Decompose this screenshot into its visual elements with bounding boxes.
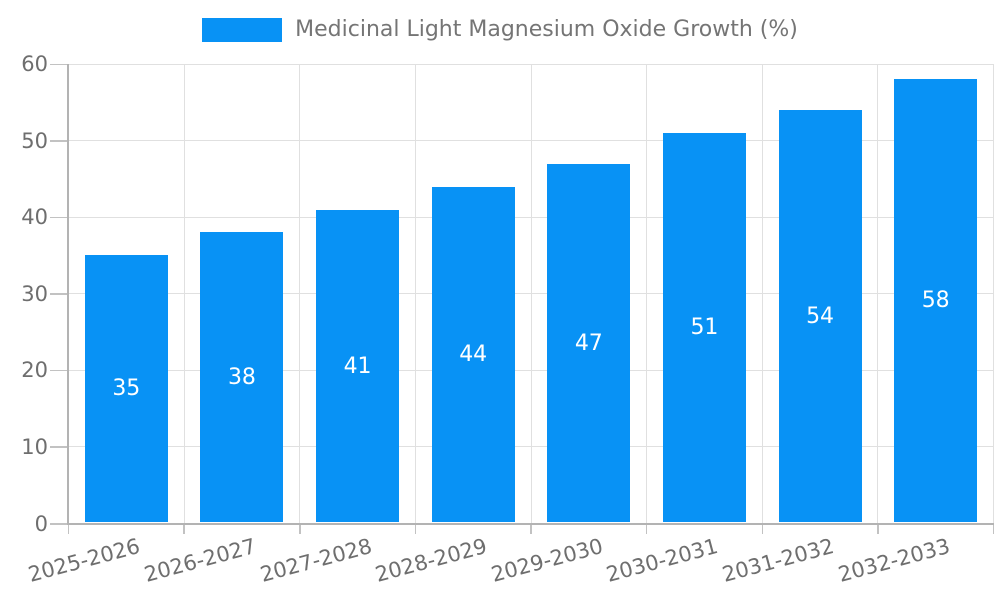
bar-value-label: 38 <box>227 364 256 390</box>
x-axis-tick <box>992 523 995 534</box>
x-axis-tick <box>877 523 879 534</box>
x-axis-tick <box>530 523 532 534</box>
x-axis-tick <box>67 523 70 534</box>
bar-2031-2032[interactable] <box>778 109 862 523</box>
bar-value-label: 44 <box>459 342 488 368</box>
gridline-vertical <box>877 64 879 524</box>
y-axis-tick <box>50 446 69 448</box>
bar-2026-2027[interactable] <box>200 232 284 523</box>
bar-2032-2033[interactable] <box>894 79 978 523</box>
gridline-vertical <box>646 64 648 524</box>
x-axis-tick <box>645 523 648 534</box>
y-axis-tick-label: 0 <box>34 511 48 536</box>
y-axis-tick-label: 40 <box>21 205 48 230</box>
bar-2029-2030[interactable] <box>547 163 631 523</box>
y-axis-tick <box>50 63 69 65</box>
bar-value-label: 35 <box>112 376 141 402</box>
y-axis-tick-label: 30 <box>21 281 48 306</box>
y-axis-tick <box>50 216 69 219</box>
gridline-vertical <box>414 64 416 524</box>
x-axis-tick <box>761 523 763 534</box>
gridline-vertical <box>530 64 532 524</box>
bar-2025-2026[interactable] <box>84 255 168 523</box>
x-axis-tick <box>183 523 185 534</box>
gridline-vertical <box>761 64 763 524</box>
gridline-vertical <box>299 64 301 524</box>
bar-2030-2031[interactable] <box>662 132 746 523</box>
x-axis-tick <box>299 523 301 534</box>
y-axis-tick <box>50 523 69 525</box>
y-axis-tick-label: 50 <box>21 128 48 153</box>
bar-value-label: 51 <box>690 315 719 341</box>
legend-item[interactable]: Medicinal Light Magnesium Oxide Growth (… <box>202 17 798 43</box>
bar-2028-2029[interactable] <box>431 186 515 523</box>
y-axis-line <box>66 64 69 524</box>
bar-value-label: 58 <box>921 288 950 314</box>
x-axis-line <box>66 522 994 525</box>
x-axis-tick <box>414 523 417 534</box>
y-axis-tick <box>50 369 69 372</box>
legend-label: Medicinal Light Magnesium Oxide Growth (… <box>295 17 798 42</box>
bar-value-label: 47 <box>574 330 603 356</box>
y-axis-tick <box>50 140 69 142</box>
legend-swatch <box>202 18 283 42</box>
y-axis-tick-label: 20 <box>21 358 48 383</box>
legend: Medicinal Light Magnesium Oxide Growth (… <box>0 17 1000 43</box>
gridline-vertical <box>993 64 994 524</box>
y-axis-tick-label: 10 <box>21 434 48 459</box>
y-axis-tick-label: 60 <box>21 52 48 76</box>
bar-2027-2028[interactable] <box>316 209 400 523</box>
y-axis-tick <box>50 293 69 295</box>
bar-value-label: 54 <box>806 303 835 329</box>
gridline-vertical <box>183 64 185 524</box>
bar-value-label: 41 <box>343 353 372 379</box>
